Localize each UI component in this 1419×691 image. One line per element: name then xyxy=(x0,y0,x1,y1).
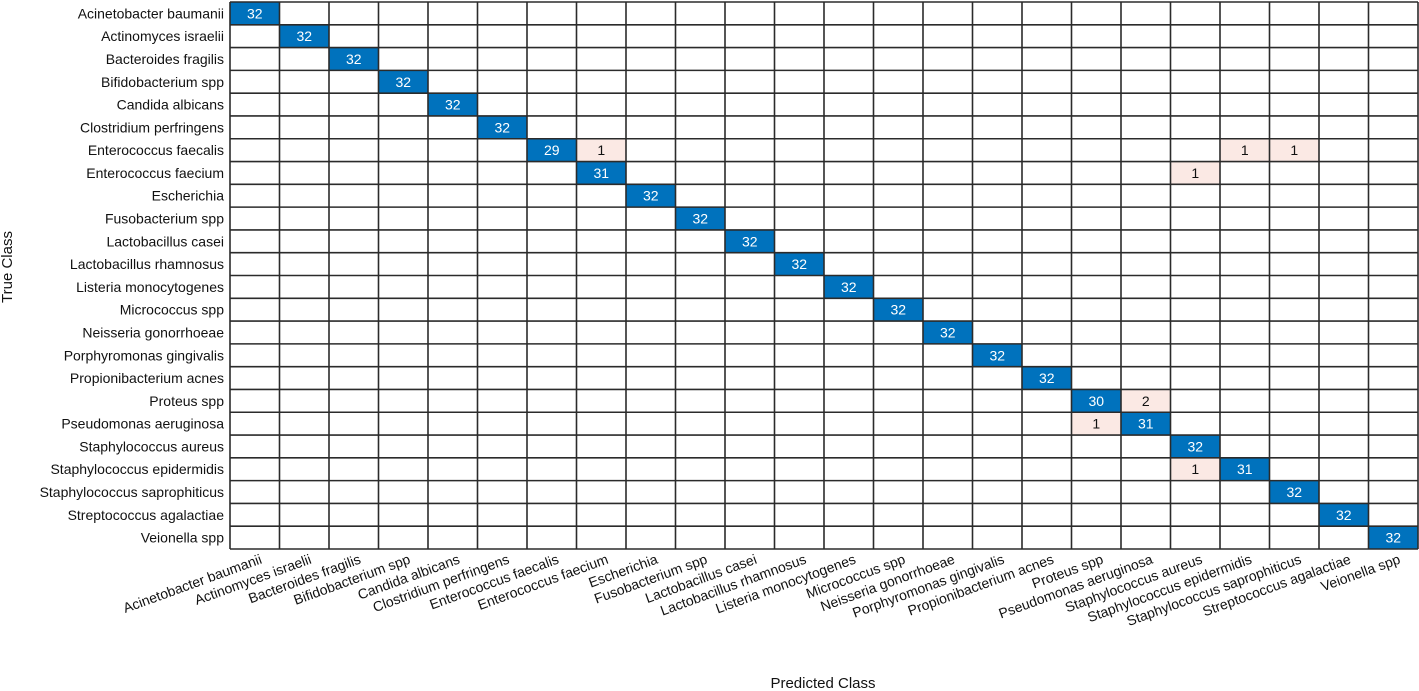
cell-value-label: 32 xyxy=(395,74,411,90)
cell-value-label: 31 xyxy=(593,165,609,181)
cell-value-label: 32 xyxy=(247,5,263,21)
y-tick-label: Enterococcus faecalis xyxy=(88,142,224,158)
cell-value-label: 29 xyxy=(544,142,560,158)
x-axis-label: Predicted Class xyxy=(770,675,875,691)
y-tick-label: Micrococcus spp xyxy=(120,302,224,318)
cell-correct xyxy=(824,275,874,299)
cell-misclassified xyxy=(1220,138,1270,162)
y-tick-label: Lactobacillus rhamnosus xyxy=(70,256,224,272)
y-tick-label: Propionibacterium acnes xyxy=(70,370,224,386)
cell-misclassified xyxy=(1170,161,1220,185)
cell-value-label: 30 xyxy=(1088,393,1104,409)
grid-layer xyxy=(229,1,1419,550)
cell-value-label: 32 xyxy=(841,279,857,295)
cell-value-label: 1 xyxy=(1191,165,1199,181)
cell-correct xyxy=(1319,503,1369,527)
cell-correct xyxy=(1071,389,1121,413)
cell-value-label: 32 xyxy=(296,28,312,44)
cell-misclassified xyxy=(1269,138,1319,162)
cell-value-label: 32 xyxy=(940,324,956,340)
cell-value-label: 1 xyxy=(597,142,605,158)
y-tick-label: Bifidobacterium spp xyxy=(101,74,224,90)
cell-value-label: 32 xyxy=(445,97,461,113)
y-tick-label: Neisseria gonorrhoeae xyxy=(82,324,224,340)
cell-misclassified xyxy=(1170,457,1220,481)
y-tick-label: Enterococcus faecium xyxy=(86,165,224,181)
cell-correct xyxy=(1368,526,1418,549)
y-tick-label: Escherichia xyxy=(152,188,225,204)
cell-correct xyxy=(230,2,280,25)
cell-correct xyxy=(378,70,428,94)
cell-correct xyxy=(527,138,577,162)
y-tick-label: Veionella spp xyxy=(141,530,225,546)
y-axis-label: True Class xyxy=(0,231,16,303)
y-tick-label: Acinetobacter baumanii xyxy=(78,5,224,21)
y-tick-label: Staphylococcus saprophiticus xyxy=(40,484,224,500)
y-tick-label: Fusobacterium spp xyxy=(105,211,224,227)
cell-value-label: 31 xyxy=(1237,461,1253,477)
cell-correct xyxy=(923,321,973,344)
cell-value-label: 32 xyxy=(890,302,906,318)
cell-correct xyxy=(576,161,626,185)
y-tick-label: Lactobacillus casei xyxy=(106,233,224,249)
cell-value-label: 31 xyxy=(1138,416,1154,432)
cell-value-label: 1 xyxy=(1191,461,1199,477)
y-tick-label: Listeria monocytogenes xyxy=(76,279,224,295)
cell-correct xyxy=(972,343,1022,367)
y-tick-label: Pseudomonas aeruginosa xyxy=(61,416,224,432)
cell-value-label: 2 xyxy=(1142,393,1150,409)
cell-correct xyxy=(626,184,676,208)
cell-correct xyxy=(774,252,824,276)
y-tick-label: Streptococcus agalactiae xyxy=(68,507,225,523)
cell-value-label: 32 xyxy=(346,51,362,67)
y-tick-label: Actinomyces israelii xyxy=(101,28,224,44)
cell-value-label: 1 xyxy=(1241,142,1249,158)
cell-value-label: 32 xyxy=(1187,438,1203,454)
cell-correct xyxy=(1269,480,1319,504)
cell-misclassified xyxy=(1071,412,1121,436)
cell-value-label: 32 xyxy=(1385,530,1401,546)
cell-value-label: 32 xyxy=(1286,484,1302,500)
y-tick-labels: Acinetobacter baumanii Actinomyces israel… xyxy=(40,5,225,545)
cell-misclassified xyxy=(576,138,626,162)
y-tick-label: Staphylococcus epidermidis xyxy=(50,461,224,477)
cell-value-label: 32 xyxy=(494,119,510,135)
cell-correct xyxy=(725,229,775,253)
cell-value-label: 32 xyxy=(989,347,1005,363)
cell-value-label: 1 xyxy=(1092,416,1100,432)
cell-misclassified xyxy=(1121,389,1171,413)
y-tick-label: Bacteroides fragilis xyxy=(106,51,224,67)
cell-correct xyxy=(279,24,329,48)
y-tick-label: Proteus spp xyxy=(149,393,224,409)
cell-value-label: 32 xyxy=(1039,370,1055,386)
cell-correct xyxy=(1022,366,1072,390)
cell-correct xyxy=(1121,412,1171,436)
cell-correct xyxy=(477,115,527,139)
cell-value-label: 32 xyxy=(692,211,708,227)
cell-correct xyxy=(329,47,379,71)
y-tick-label: Clostridium perfringens xyxy=(80,119,224,135)
cell-value-label: 1 xyxy=(1290,142,1298,158)
cell-correct xyxy=(1170,435,1220,458)
y-tick-label: Porphyromonas gingivalis xyxy=(64,347,224,363)
cell-value-label: 32 xyxy=(643,188,659,204)
cells-layer: 32 32 32 32 32 32 29 1 1 1 31 1 32 32 32 32 32 32 32 32 32 30… xyxy=(230,2,1418,549)
cell-correct xyxy=(1220,457,1270,481)
cell-value-label: 32 xyxy=(742,233,758,249)
y-tick-label: Candida albicans xyxy=(117,97,224,113)
y-tick-label: Staphylococcus aureus xyxy=(79,438,224,454)
cell-correct xyxy=(675,207,725,230)
cell-value-label: 32 xyxy=(1336,507,1352,523)
cell-correct xyxy=(428,93,478,116)
cell-value-label: 32 xyxy=(791,256,807,272)
cell-correct xyxy=(873,298,923,322)
